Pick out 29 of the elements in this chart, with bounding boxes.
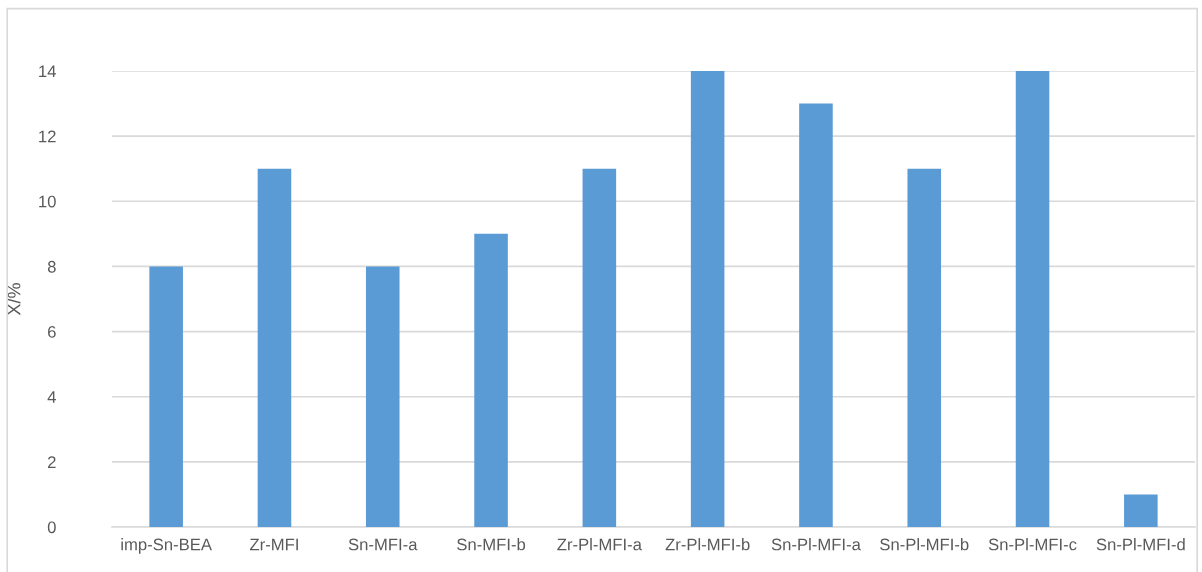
y-tick-label: 8 xyxy=(47,260,56,273)
bar xyxy=(1015,71,1050,527)
x-tick-label: Zr-MFI xyxy=(249,538,298,551)
bar xyxy=(907,168,942,527)
x-tick-label: Sn-Pl-MFI-c xyxy=(988,538,1077,551)
y-tick-label: 14 xyxy=(39,65,56,78)
y-tick-label: 6 xyxy=(48,325,56,338)
x-tick-label: Sn-Pl-MFI-d xyxy=(1096,538,1185,551)
y-tick-label: 2 xyxy=(48,456,56,468)
bar xyxy=(582,168,617,527)
bar xyxy=(474,233,508,527)
y-tick-label: 10 xyxy=(39,195,56,208)
y-tick-label: 12 xyxy=(39,130,56,143)
bar xyxy=(799,103,833,527)
y-tick-label: 4 xyxy=(47,391,56,403)
x-tick-label: Zr-Pl-MFI-a xyxy=(557,538,642,551)
bar xyxy=(1124,494,1158,527)
x-tick-label: Sn-Pl-MFI-a xyxy=(771,538,861,551)
bar xyxy=(365,266,400,527)
x-tick-label: imp-Sn-BEA xyxy=(121,538,212,554)
y-tick-label: 0 xyxy=(47,521,56,534)
x-tick-label: Sn-MFI-a xyxy=(348,538,418,551)
x-tick-label: Sn-MFI-b xyxy=(457,538,526,551)
x-tick-label: Sn-Pl-MFI-b xyxy=(880,538,969,551)
x-tick-label: Zr-Pl-MFI-b xyxy=(665,538,750,551)
bar xyxy=(257,168,292,527)
bar xyxy=(149,266,183,527)
y-axis-title: X/% xyxy=(7,283,21,316)
bar xyxy=(690,71,725,527)
